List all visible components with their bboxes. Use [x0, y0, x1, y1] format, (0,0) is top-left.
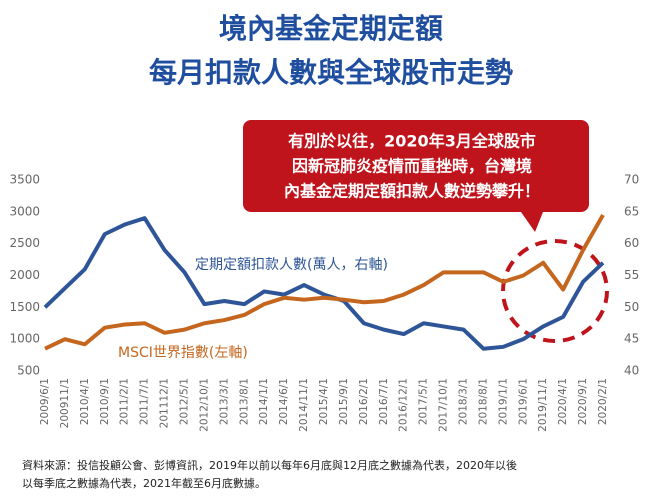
y2-tick-label: 55 — [624, 268, 639, 282]
x-tick-label: 201112/1 — [159, 378, 171, 428]
y-tick-label: 3500 — [9, 173, 40, 187]
x-tick-label: 2014/11/1 — [298, 378, 310, 432]
y2-tick-label: 45 — [624, 332, 639, 346]
callout-text: 因新冠肺炎疫情而重挫時，台灣境 — [292, 157, 532, 176]
x-tick-label: 2019/11/1 — [537, 378, 549, 432]
x-tick-label: 2017/10/1 — [438, 378, 450, 432]
x-tick-label: 2014/6/1 — [278, 378, 290, 425]
y-tick-label: 3000 — [9, 204, 40, 218]
y-tick-label: 2000 — [9, 268, 40, 282]
y2-tick-label: 60 — [624, 236, 639, 250]
chart-title: 每月扣款人數與全球股市走勢 — [149, 56, 513, 89]
x-tick-label: 2010/4/1 — [79, 378, 91, 425]
x-tick-label: 2017/5/1 — [418, 378, 430, 425]
x-tick-label: 2020/2/1 — [597, 378, 609, 425]
y-tick-label: 1000 — [9, 332, 40, 346]
x-tick-label: 2019/6/1 — [517, 378, 529, 425]
y2-tick-label: 70 — [624, 173, 639, 187]
y2-tick-label: 40 — [624, 364, 639, 378]
y2-tick-label: 65 — [624, 204, 639, 218]
x-tick-label: 2010/9/1 — [99, 378, 111, 425]
x-tick-label: 2012/5/1 — [179, 378, 191, 425]
series-line — [44, 214, 605, 351]
x-tick-label: 2016/2/1 — [358, 378, 370, 425]
chart-title: 境內基金定期定額 — [219, 12, 443, 45]
x-tick-label: 2011/7/1 — [139, 378, 151, 425]
x-tick-label: 2018/8/1 — [477, 378, 489, 425]
x-tick-label: 2019/1/1 — [497, 378, 509, 425]
callout-text: 內基金定期定額扣款人數逆勢攀升！ — [284, 182, 540, 201]
x-tick-label: 2012/10/1 — [198, 378, 210, 432]
x-tick-label: 2011/2/1 — [119, 378, 131, 425]
series-line — [43, 216, 605, 351]
x-tick-label: 2014/1/1 — [258, 378, 270, 425]
x-tick-label: 2016/7/1 — [378, 378, 390, 425]
source-note: 以每季底之數據為代表，2021年截至6月底數據。 — [22, 476, 266, 490]
series-label: MSCI世界指數(左軸) — [118, 345, 248, 361]
source-note: 資料來源：投信投顧公會、彭博資訊，2019年以前以每年6月底與12月底之數據為代… — [22, 458, 517, 472]
x-tick-label: 2020/9/1 — [577, 378, 589, 425]
x-tick-label: 2018/3/1 — [458, 378, 470, 425]
x-tick-label: 2016/12/1 — [398, 378, 410, 432]
callout-text: 有別於以往，2020年3月全球股市 — [288, 132, 536, 151]
series-label: 定期定額扣款人數(萬人，右軸) — [195, 257, 388, 273]
callout-box — [243, 120, 589, 232]
x-tick-label: 2020/4/1 — [557, 378, 569, 425]
x-tick-label: 2015/4/1 — [318, 378, 330, 425]
x-tick-label: 2013/3/1 — [218, 378, 230, 425]
x-tick-label: 200911/1 — [59, 378, 71, 428]
y2-tick-label: 50 — [624, 300, 639, 314]
highlight-ellipse — [501, 239, 609, 343]
x-tick-label: 2015/9/1 — [338, 378, 350, 425]
x-tick-label: 2009/6/1 — [39, 378, 51, 425]
y-tick-label: 2500 — [9, 236, 40, 250]
x-tick-label: 2013/8/1 — [238, 378, 250, 425]
y-tick-label: 1500 — [9, 300, 40, 314]
y-tick-label: 500 — [17, 364, 40, 378]
